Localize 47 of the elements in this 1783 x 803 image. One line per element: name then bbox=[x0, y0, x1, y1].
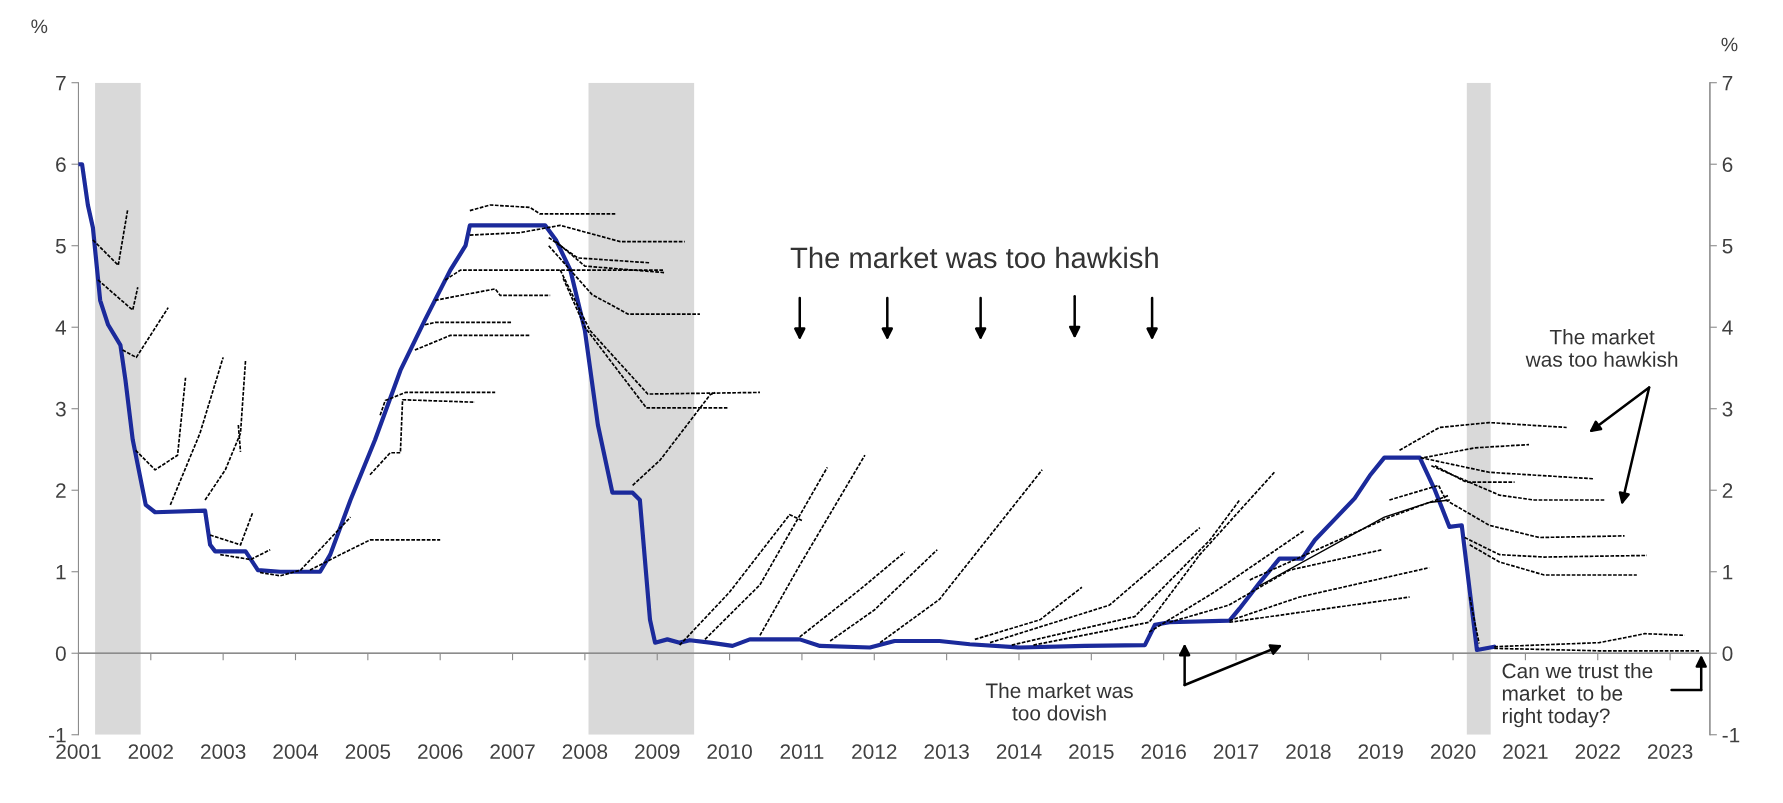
y2-tick-label: -1 bbox=[1722, 727, 1740, 743]
y-tick-label: 2 bbox=[56, 483, 66, 498]
y2-tick-label: 1 bbox=[1723, 564, 1733, 580]
x-tick-label: 2013 bbox=[924, 744, 969, 759]
x-tick-label: 2005 bbox=[345, 744, 391, 759]
y2-axis-title: % bbox=[1721, 37, 1738, 52]
x-tick-label: 2004 bbox=[273, 744, 319, 759]
annotation: The market was too hawkish bbox=[1525, 329, 1678, 367]
x-tick-label: 2002 bbox=[128, 744, 173, 759]
y2-tick-label: 4 bbox=[1722, 320, 1733, 335]
y-tick-label: 0 bbox=[55, 646, 66, 661]
y-tick-label: 3 bbox=[55, 401, 66, 417]
x-tick-label: 2010 bbox=[707, 744, 752, 759]
y2-tick-label: 2 bbox=[1722, 483, 1733, 498]
y2-tick-label: 3 bbox=[1722, 401, 1733, 417]
x-tick-label: 2011 bbox=[780, 744, 824, 759]
x-tick-label: 2006 bbox=[418, 744, 463, 759]
x-tick-label: 2023 bbox=[1647, 744, 1693, 759]
x-tick-label: 2003 bbox=[201, 744, 246, 759]
x-tick-label: 2018 bbox=[1286, 744, 1331, 759]
x-tick-label: 2001 bbox=[56, 744, 101, 759]
x-tick-label: 2019 bbox=[1358, 744, 1403, 759]
y-tick-label: 7 bbox=[56, 75, 66, 91]
y2-tick-label: 7 bbox=[1722, 75, 1733, 91]
x-tick-label: 2020 bbox=[1430, 744, 1476, 759]
x-tick-label: 2008 bbox=[562, 744, 608, 759]
x-tick-label: 2014 bbox=[996, 744, 1042, 759]
x-tick-label: 2009 bbox=[635, 744, 680, 759]
y-tick-label: -1 bbox=[49, 727, 66, 743]
annotation: The market was too dovish bbox=[985, 682, 1133, 721]
annotation: Can we trust the market to be right today? bbox=[1502, 663, 1653, 728]
y-tick-label: 1 bbox=[56, 564, 66, 580]
x-tick-label: 2017 bbox=[1213, 744, 1259, 759]
y2-tick-label: 5 bbox=[1722, 238, 1733, 254]
x-tick-label: 2021 bbox=[1503, 744, 1548, 759]
annotation: The market was too hawkish bbox=[790, 246, 1158, 269]
x-tick-label: 2012 bbox=[852, 744, 897, 759]
y-axis-title: % bbox=[31, 19, 48, 34]
x-tick-label: 2016 bbox=[1141, 744, 1186, 759]
y-tick-label: 6 bbox=[56, 157, 66, 172]
y-tick-label: 5 bbox=[55, 238, 66, 254]
x-tick-label: 2022 bbox=[1575, 744, 1620, 759]
y2-tick-label: 6 bbox=[1722, 157, 1733, 172]
x-tick-label: 2007 bbox=[490, 744, 535, 759]
x-tick-label: 2015 bbox=[1069, 744, 1114, 759]
y-tick-label: 4 bbox=[55, 320, 67, 335]
y2-tick-label: 0 bbox=[1722, 646, 1733, 661]
